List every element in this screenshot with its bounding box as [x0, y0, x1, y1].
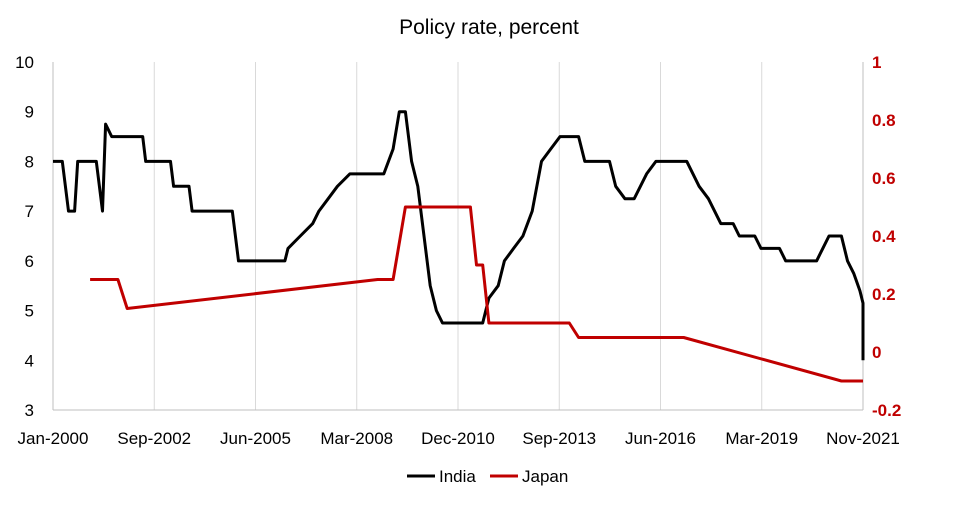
y-left-tick-label: 9: [25, 103, 34, 122]
legend-label-india: India: [439, 467, 476, 486]
y-left-tick-label: 7: [25, 202, 34, 221]
y-right-tick-label: -0.2: [872, 401, 901, 420]
y-right-tick-label: 0.6: [872, 169, 896, 188]
x-tick-label: Jun-2016: [625, 429, 696, 448]
x-tick-label: Mar-2008: [320, 429, 393, 448]
legend-label-japan: Japan: [522, 467, 568, 486]
y-right-tick-label: 0.8: [872, 111, 896, 130]
series-line-japan: [90, 205, 863, 383]
y-right-tick-label: 0: [872, 343, 881, 362]
y-left-tick-label: 6: [25, 252, 34, 271]
y-left-tick-label: 5: [25, 302, 34, 321]
x-tick-label: Sep-2013: [522, 429, 596, 448]
y-right-tick-label: 0.2: [872, 285, 896, 304]
y-right-tick-label: 1: [872, 53, 881, 72]
x-tick-label: Nov-2021: [826, 429, 900, 448]
y-left-tick-label: 8: [25, 152, 34, 171]
y-left-tick-label: 4: [25, 351, 34, 370]
x-tick-label: Jun-2005: [220, 429, 291, 448]
chart-title: Policy rate, percent: [399, 16, 579, 39]
axes: Jan-2000 Sep-2002 Jun-2005 Mar-2008 Dec-2010…: [15, 53, 901, 448]
x-tick-label: Dec-2010: [421, 429, 495, 448]
series-lines: [53, 110, 865, 383]
x-tick-label: Sep-2002: [117, 429, 191, 448]
x-tick-label: Mar-2019: [725, 429, 798, 448]
x-tick-label: Jan-2000: [18, 429, 89, 448]
y-right-tick-label: 0.4: [872, 227, 896, 246]
legend: India Japan: [407, 467, 568, 486]
y-left-tick-label: 3: [25, 401, 34, 420]
gridlines: [153, 62, 864, 410]
y-left-tick-label: 10: [15, 53, 34, 72]
series-line-india: [53, 110, 865, 361]
